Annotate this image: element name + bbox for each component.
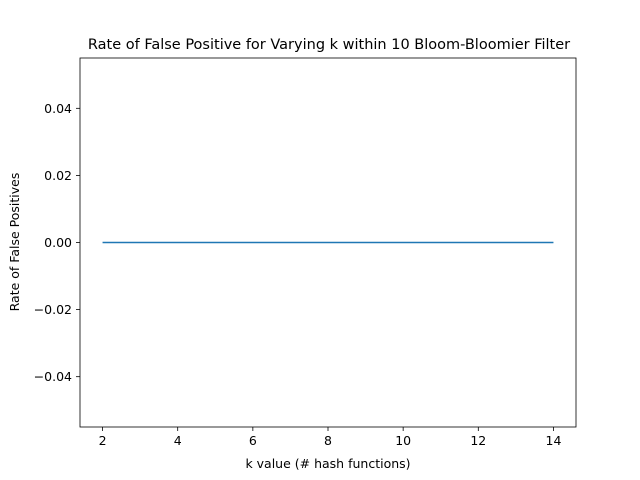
x-axis-label: k value (# hash functions) xyxy=(245,456,410,471)
axes-frame xyxy=(79,57,577,428)
x-tick-label: 12 xyxy=(470,433,486,448)
x-tick-label: 4 xyxy=(174,433,182,448)
x-tick-label: 10 xyxy=(395,433,411,448)
chart-title: Rate of False Positive for Varying k wit… xyxy=(88,37,570,53)
y-tick-label: −0.02 xyxy=(34,302,72,317)
y-tick-label: −0.04 xyxy=(34,369,72,384)
y-tick-label: 0.02 xyxy=(44,168,72,183)
y-tick-label: 0.00 xyxy=(44,235,72,250)
y-tick-label: 0.04 xyxy=(44,101,72,116)
y-axis-label: Rate of False Positives xyxy=(7,173,22,312)
x-tick-label: 8 xyxy=(324,433,332,448)
plot-area: 2 4 6 8 10 12 14 −0.04 −0.02 0.00 0.02 0.04 xyxy=(34,57,577,448)
x-tick-label: 2 xyxy=(99,433,107,448)
x-tick-label: 14 xyxy=(546,433,562,448)
x-tick-label: 6 xyxy=(249,433,257,448)
